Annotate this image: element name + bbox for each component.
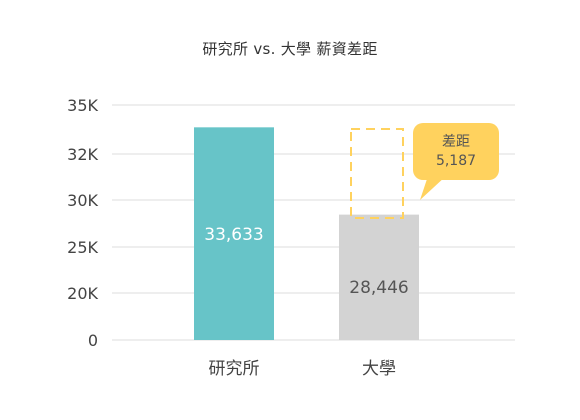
y-tick-label: 30K: [67, 191, 98, 210]
bar: [339, 214, 419, 340]
value-labels: 33,633 28,446: [204, 225, 408, 298]
x-category-label: 大學: [362, 359, 396, 379]
bar-value-label: 28,446: [349, 278, 408, 298]
bars: [194, 127, 419, 340]
y-tick-label: 20K: [67, 284, 98, 303]
chart-title: 研究所 vs. 大學 薪資差距: [202, 40, 378, 58]
gap-annotation: 差距 5,187: [350, 123, 499, 219]
gap-callout-label: 差距: [442, 134, 470, 150]
y-tick-label: 35K: [67, 96, 98, 115]
y-tick-label: 32K: [67, 145, 98, 164]
bar-value-label: 33,633: [204, 225, 263, 245]
gap-callout-pointer: [420, 176, 446, 200]
gap-dashed-box: [350, 128, 404, 219]
y-tick-label: 0: [88, 331, 98, 350]
bar: [194, 127, 274, 340]
gap-callout-bubble: [413, 123, 499, 180]
x-category-label: 研究所: [209, 359, 260, 379]
y-tick-label: 25K: [67, 238, 98, 257]
y-axis-ticks: 0 20K 25K 30K 32K 35K: [67, 96, 98, 350]
x-axis-categories: 研究所 大學: [209, 359, 397, 379]
gap-callout-value: 5,187: [436, 153, 476, 169]
